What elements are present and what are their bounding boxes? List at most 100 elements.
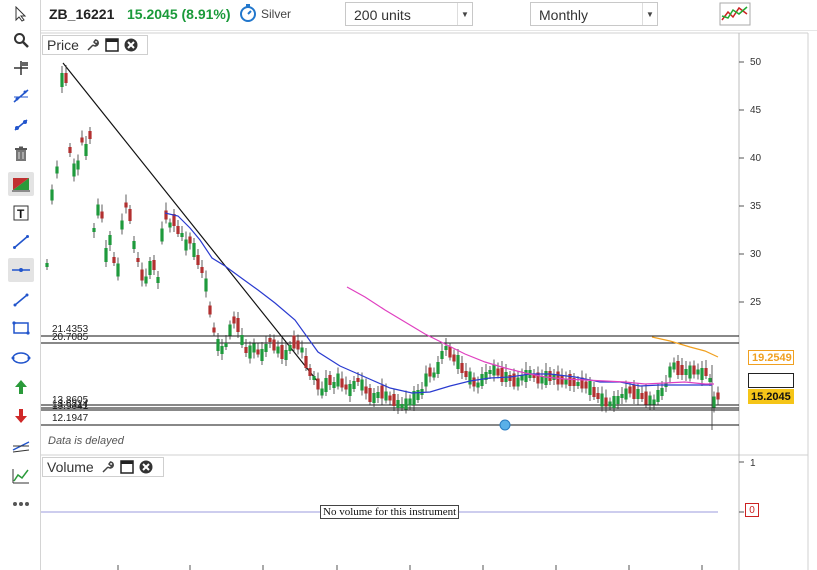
candle-body xyxy=(84,144,88,156)
candle-body xyxy=(264,344,268,352)
ray-icon[interactable] xyxy=(8,113,34,137)
candle-body xyxy=(50,189,54,201)
candle-body xyxy=(72,163,76,177)
rectangle-icon[interactable] xyxy=(8,316,34,340)
candle-body xyxy=(716,392,720,400)
maximize-icon[interactable] xyxy=(104,37,120,53)
candle-body xyxy=(132,241,136,249)
cursor-icon[interactable] xyxy=(8,2,34,26)
candle-body xyxy=(160,228,164,242)
indicator-icon[interactable] xyxy=(8,464,34,488)
no-volume-message: No volume for this instrument xyxy=(320,505,460,519)
candle-body xyxy=(188,236,192,244)
candle-body xyxy=(580,377,584,389)
candle-body xyxy=(468,371,472,385)
segment-icon[interactable] xyxy=(8,288,34,312)
horizontal-levels[interactable]: 21.4353 20.7085 13.8605 13.6214 13.5341 … xyxy=(41,324,739,426)
candle-body xyxy=(176,226,180,234)
candle-body xyxy=(472,377,476,387)
line-icon[interactable] xyxy=(8,230,34,254)
candle-body xyxy=(140,269,144,281)
candle-body xyxy=(700,368,704,380)
drawing-toolbar: T xyxy=(0,0,41,570)
trendline-icon[interactable] xyxy=(8,84,34,108)
candle-body xyxy=(192,243,196,257)
ellipse-icon[interactable] xyxy=(8,346,34,370)
wrench-icon[interactable] xyxy=(100,459,116,475)
delayed-note: Data is delayed xyxy=(48,435,124,447)
period-select[interactable]: Monthly ▼ xyxy=(530,2,658,26)
pitchfork-icon[interactable] xyxy=(8,434,34,458)
chart-settings-icon[interactable] xyxy=(719,2,751,26)
candle-body xyxy=(480,374,484,386)
price-change: 15.2045 (8.91%) xyxy=(127,6,231,22)
candle-body xyxy=(204,278,208,292)
candle-body xyxy=(116,263,120,277)
candle-body xyxy=(152,260,156,270)
candle-body xyxy=(400,404,404,408)
candle-body xyxy=(456,355,460,369)
price-axis: 50 45 40 35 30 25 xyxy=(739,57,762,308)
drawing-handle[interactable] xyxy=(499,419,511,431)
candle-body xyxy=(308,368,312,376)
candle-body xyxy=(648,395,652,405)
horizontal-line-icon[interactable] xyxy=(8,258,34,282)
candle-body xyxy=(172,214,176,226)
volume-zero-label: 0 xyxy=(745,503,759,517)
crosshair-icon[interactable] xyxy=(8,56,34,80)
candle-body xyxy=(520,375,524,381)
fib-icon[interactable] xyxy=(8,172,34,196)
candle-body xyxy=(96,204,100,216)
candle-body xyxy=(572,378,576,386)
candle-body xyxy=(544,371,548,385)
maximize-icon[interactable] xyxy=(119,459,135,475)
more-icon[interactable] xyxy=(8,492,34,516)
candle-body xyxy=(404,398,408,410)
candle-body xyxy=(240,335,244,345)
candle-body xyxy=(80,137,84,143)
candle-body xyxy=(500,368,504,382)
trash-icon[interactable] xyxy=(8,142,34,166)
svg-text:T: T xyxy=(17,207,25,221)
trend-line[interactable] xyxy=(62,62,319,383)
candle-body xyxy=(676,361,680,375)
y-tick-label: 35 xyxy=(750,201,762,212)
candle-body xyxy=(692,365,696,375)
candle-body xyxy=(324,378,328,392)
units-select[interactable]: 200 units ▼ xyxy=(345,2,473,26)
candle-body xyxy=(156,277,160,283)
candle-body xyxy=(60,73,64,87)
candle-body xyxy=(196,255,200,265)
candle-body xyxy=(592,387,596,397)
zoom-icon[interactable] xyxy=(8,28,34,52)
candle-body xyxy=(588,381,592,395)
volume-pane-header: Volume xyxy=(42,457,164,477)
close-icon[interactable] xyxy=(138,459,154,475)
candle-body xyxy=(616,396,620,404)
arrow-up-icon[interactable] xyxy=(8,375,34,399)
candle-body xyxy=(108,235,112,245)
candle-body xyxy=(276,346,280,354)
candle-body xyxy=(516,377,520,387)
candle-body xyxy=(260,349,264,361)
candle-body xyxy=(208,305,212,315)
ma-pink-line xyxy=(346,286,714,385)
candle-body xyxy=(248,345,252,359)
candle-body xyxy=(296,340,300,350)
close-icon[interactable] xyxy=(123,37,139,53)
candle-body xyxy=(212,327,216,333)
candle-body xyxy=(488,370,492,374)
candle-body xyxy=(620,394,624,398)
arrow-down-icon[interactable] xyxy=(8,404,34,428)
candle-body xyxy=(436,362,440,374)
level-label: 13.6214 xyxy=(52,399,89,410)
price-marker-box xyxy=(748,373,794,388)
candle-body xyxy=(164,210,168,220)
text-icon[interactable]: T xyxy=(8,201,34,225)
ma-price-label: 19.2549 xyxy=(748,350,794,365)
wrench-icon[interactable] xyxy=(85,37,101,53)
candle-body xyxy=(652,399,656,405)
candle-body xyxy=(640,393,644,399)
candle-body xyxy=(508,375,512,381)
